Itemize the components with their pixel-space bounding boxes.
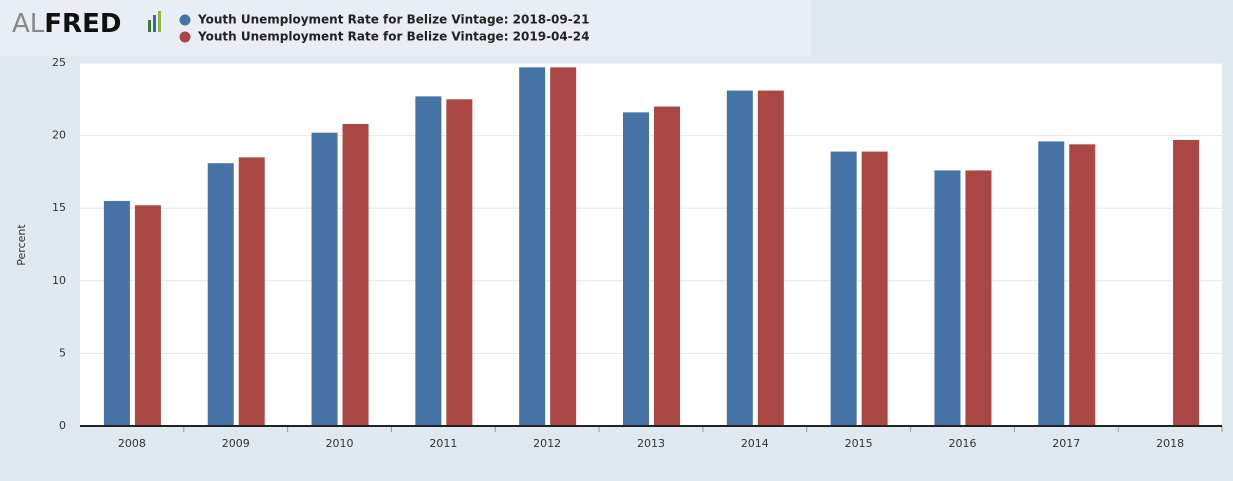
bar xyxy=(446,99,473,427)
legend-label: Youth Unemployment Rate for Belize Vinta… xyxy=(197,30,589,44)
bar xyxy=(830,151,857,426)
bar xyxy=(934,170,961,426)
y-tick-label: 25 xyxy=(52,56,66,69)
bar xyxy=(1173,139,1200,426)
bar xyxy=(726,90,753,426)
x-tick-label: 2018 xyxy=(1156,437,1184,450)
x-tick-label: 2011 xyxy=(429,437,457,450)
legend-marker xyxy=(179,14,191,26)
logo-fred: FRED xyxy=(44,9,121,39)
bar xyxy=(134,205,161,426)
y-axis-label: Percent xyxy=(15,224,28,266)
y-tick-label: 0 xyxy=(59,419,66,432)
x-tick-label: 2015 xyxy=(845,437,873,450)
x-tick-label: 2009 xyxy=(222,437,250,450)
bar xyxy=(342,123,369,426)
x-tick-label: 2014 xyxy=(741,437,769,450)
bar xyxy=(550,67,577,426)
x-tick-label: 2016 xyxy=(948,437,976,450)
x-tick-label: 2012 xyxy=(533,437,561,450)
header xyxy=(0,0,810,56)
bar xyxy=(861,151,888,426)
bar xyxy=(623,112,649,427)
x-tick-label: 2010 xyxy=(326,437,354,450)
logo: ALFRED xyxy=(12,9,121,39)
legend-marker xyxy=(179,31,191,43)
bar xyxy=(415,96,442,427)
plot-area xyxy=(80,63,1222,426)
bar xyxy=(207,163,234,427)
bar xyxy=(103,200,130,426)
y-tick-label: 20 xyxy=(52,129,66,142)
y-tick-label: 10 xyxy=(52,274,66,287)
bar xyxy=(757,90,784,426)
bar xyxy=(965,170,992,426)
x-tick-label: 2008 xyxy=(118,437,146,450)
bar xyxy=(1038,141,1065,426)
bar xyxy=(238,157,265,426)
bar xyxy=(1069,144,1096,426)
legend-label: Youth Unemployment Rate for Belize Vinta… xyxy=(197,13,589,27)
y-tick-label: 15 xyxy=(52,201,66,214)
x-tick-label: 2013 xyxy=(637,437,665,450)
logo-al: AL xyxy=(12,9,45,39)
bar xyxy=(519,67,546,426)
x-tick-label: 2017 xyxy=(1052,437,1080,450)
y-tick-label: 5 xyxy=(59,346,66,359)
logo-icon xyxy=(148,11,161,32)
bar xyxy=(311,132,338,427)
bar xyxy=(654,106,680,426)
